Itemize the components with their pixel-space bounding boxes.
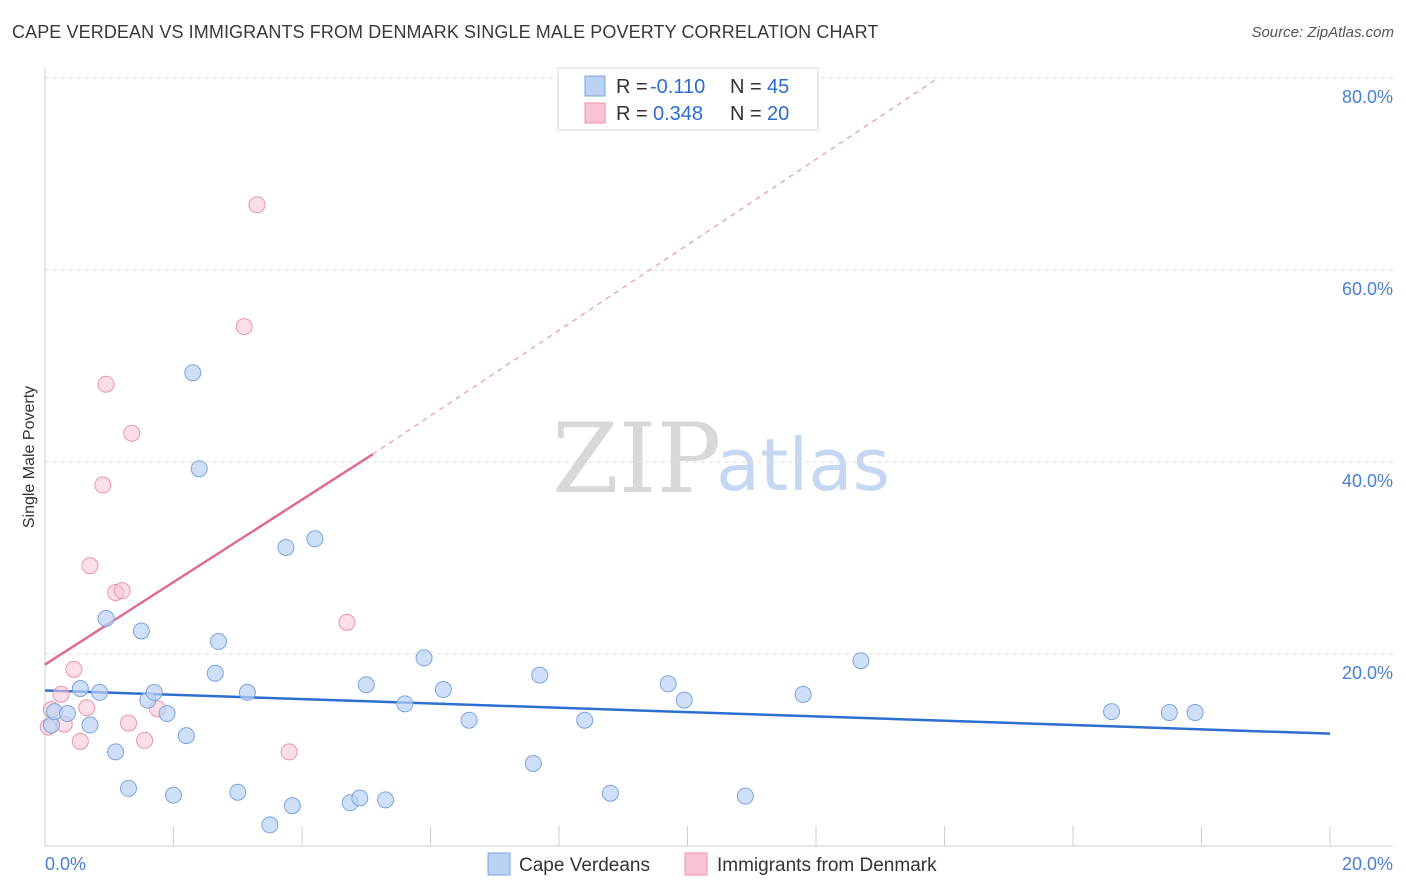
legend-r-label-2: R = bbox=[616, 103, 648, 125]
trend-line-cape-verdeans bbox=[44, 689, 1331, 735]
data-point-cape-verdeans bbox=[58, 705, 76, 723]
data-point-cape-verdeans bbox=[415, 649, 433, 667]
y-axis-label: Single Male Poverty bbox=[21, 386, 38, 528]
data-point-cape-verdeans bbox=[351, 789, 369, 807]
data-point-cape-verdeans bbox=[190, 460, 208, 478]
bottom-legend-label-cape-verdeans: Cape Verdeans bbox=[519, 855, 650, 876]
data-point-cape-verdeans bbox=[132, 622, 150, 640]
data-point-immigrants-denmark bbox=[78, 699, 96, 717]
data-point-cape-verdeans bbox=[229, 783, 247, 801]
data-point-immigrants-denmark bbox=[120, 714, 138, 732]
data-point-cape-verdeans bbox=[165, 786, 182, 804]
data-point-cape-verdeans bbox=[852, 652, 870, 670]
watermark-zip: ZIP bbox=[552, 403, 721, 515]
data-point-immigrants-denmark bbox=[81, 557, 99, 575]
x-tick-label-max: 20.0% bbox=[1342, 854, 1393, 874]
data-point-cape-verdeans bbox=[120, 779, 138, 797]
data-point-immigrants-denmark bbox=[123, 424, 141, 442]
watermark-atlas: atlas bbox=[716, 423, 890, 507]
data-point-cape-verdeans bbox=[396, 695, 414, 713]
legend-n-label-1: N = bbox=[730, 76, 762, 98]
data-point-immigrants-denmark bbox=[113, 582, 131, 600]
data-point-cape-verdeans bbox=[71, 680, 89, 698]
gridlines bbox=[45, 77, 1393, 655]
legend-n-label-2: N = bbox=[730, 103, 762, 125]
data-point-cape-verdeans bbox=[1160, 704, 1178, 722]
data-point-immigrants-denmark bbox=[52, 685, 70, 703]
data-point-cape-verdeans bbox=[675, 691, 693, 709]
bottom-legend-label-immigrants-denmark: Immigrants from Denmark bbox=[717, 855, 937, 876]
data-point-cape-verdeans bbox=[1186, 704, 1204, 722]
legend-r-value-1: -0.110 bbox=[650, 76, 705, 98]
data-point-cape-verdeans bbox=[576, 711, 594, 729]
data-point-cape-verdeans bbox=[1103, 703, 1121, 721]
series-immigrants-from-denmark bbox=[39, 196, 356, 761]
legend-swatch-pink bbox=[584, 102, 606, 124]
data-point-cape-verdeans bbox=[306, 530, 324, 548]
data-point-cape-verdeans bbox=[107, 743, 125, 761]
bottom-legend-swatch-blue bbox=[487, 852, 511, 876]
data-point-cape-verdeans bbox=[460, 711, 478, 729]
source-label: Source: ZipAtlas.com bbox=[1251, 24, 1394, 41]
legend-r-label-1: R = bbox=[616, 76, 648, 98]
data-point-cape-verdeans bbox=[97, 609, 115, 627]
y-tick-label-40: 40.0% bbox=[1342, 471, 1393, 491]
data-point-immigrants-denmark bbox=[280, 743, 298, 761]
data-point-immigrants-denmark bbox=[338, 613, 356, 631]
data-point-immigrants-denmark bbox=[65, 660, 83, 678]
correlation-legend: R = -0.110 N = 45 R = 0.348 N = 20 bbox=[557, 67, 819, 131]
data-point-cape-verdeans bbox=[81, 716, 99, 734]
data-point-cape-verdeans bbox=[794, 685, 812, 703]
data-point-cape-verdeans bbox=[357, 676, 375, 694]
data-point-immigrants-denmark bbox=[248, 196, 266, 214]
data-point-cape-verdeans bbox=[177, 727, 195, 745]
y-tick-label-20: 20.0% bbox=[1342, 663, 1393, 683]
series-legend: Cape Verdeans Immigrants from Denmark bbox=[487, 852, 937, 876]
data-point-cape-verdeans bbox=[209, 633, 227, 651]
data-point-cape-verdeans bbox=[434, 681, 452, 699]
data-point-cape-verdeans bbox=[377, 791, 395, 809]
legend-n-value-2: 20 bbox=[767, 103, 789, 125]
trend-line-immigrants-denmark-extension bbox=[372, 77, 939, 455]
data-point-cape-verdeans bbox=[184, 364, 202, 382]
y-tick-labels: 20.0% 40.0% 60.0% 80.0% bbox=[1342, 87, 1393, 683]
data-point-immigrants-denmark bbox=[71, 732, 89, 750]
data-point-immigrants-denmark bbox=[235, 318, 253, 336]
trend-lines bbox=[44, 77, 1331, 735]
y-tick-label-60: 60.0% bbox=[1342, 279, 1393, 299]
data-point-cape-verdeans bbox=[277, 538, 295, 556]
chart-title: CAPE VERDEAN VS IMMIGRANTS FROM DENMARK … bbox=[12, 22, 879, 42]
data-point-cape-verdeans bbox=[601, 784, 619, 802]
data-point-immigrants-denmark bbox=[94, 476, 112, 494]
data-point-cape-verdeans bbox=[238, 683, 256, 701]
data-point-cape-verdeans bbox=[531, 666, 549, 684]
legend-r-value-2: 0.348 bbox=[653, 103, 703, 125]
data-point-cape-verdeans bbox=[659, 675, 677, 693]
x-tick-label-min: 0.0% bbox=[45, 854, 86, 874]
data-point-immigrants-denmark bbox=[97, 375, 115, 393]
data-point-immigrants-denmark bbox=[136, 731, 154, 749]
data-point-cape-verdeans bbox=[206, 664, 224, 682]
bottom-legend-swatch-pink bbox=[684, 852, 708, 876]
data-point-cape-verdeans bbox=[145, 683, 163, 701]
data-point-cape-verdeans bbox=[283, 797, 301, 815]
data-point-cape-verdeans bbox=[91, 683, 109, 701]
trend-line-immigrants-denmark bbox=[44, 453, 374, 666]
x-ticks bbox=[173, 826, 1331, 846]
legend-n-value-1: 45 bbox=[767, 76, 789, 98]
legend-swatch-blue bbox=[584, 75, 606, 97]
data-point-cape-verdeans bbox=[524, 754, 542, 772]
data-point-cape-verdeans bbox=[736, 787, 754, 805]
data-point-cape-verdeans bbox=[261, 816, 279, 834]
y-tick-label-80: 80.0% bbox=[1342, 87, 1393, 107]
data-point-cape-verdeans bbox=[158, 705, 176, 723]
series-cape-verdeans bbox=[42, 364, 1204, 834]
